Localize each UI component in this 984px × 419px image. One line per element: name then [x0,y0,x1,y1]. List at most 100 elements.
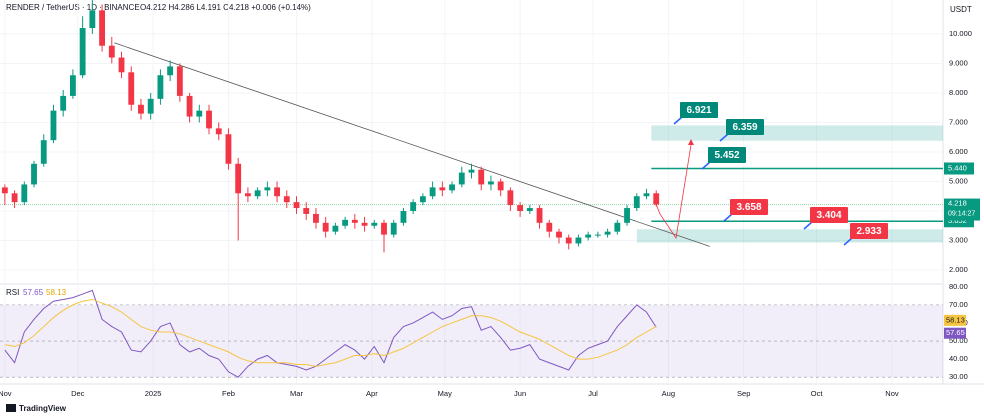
rsi-tag [944,327,966,339]
candle-body [594,234,601,236]
callout-label: 3.404 [816,210,841,221]
y-tick-label: 10.000 [949,29,972,38]
x-tick-label: Jun [514,389,526,398]
countdown: 09:14:27 [948,210,975,217]
candle-body [478,169,485,185]
candle-body [138,104,144,114]
candle-body [458,172,465,185]
candle-body [128,72,135,105]
callout-box [810,207,848,223]
x-tick-label: 2025 [145,389,162,398]
callout-label: 6.359 [732,122,757,133]
y-tick-label: 9.000 [949,58,968,67]
candle-body [390,222,397,235]
x-tick-label: Feb [222,389,235,398]
ohlc: O4.212 H4.286 L4.191 C4.218 +0.006 (+0.1… [140,3,311,12]
trendline [114,42,710,247]
y-tick-label: 6.000 [949,147,968,156]
candle-body [1,187,8,194]
rsi-line [4,298,657,367]
x-tick-label: Dec [71,389,85,398]
candle-body [40,140,47,164]
rsi-tick-label: 40.00 [949,354,968,363]
candle-body [429,187,436,197]
candle-body [381,222,387,235]
candle-body [546,222,553,232]
candle-body [31,163,37,185]
callout-pointer [701,161,711,170]
callout-label: 3.658 [736,202,761,213]
candle-body [313,213,319,223]
brand: TradingView [19,404,67,413]
candle-body [322,222,329,232]
level-tag [944,162,974,175]
x-tick-label: Sep [737,389,750,398]
candle-body [264,187,271,191]
candle-body [468,169,475,173]
candle-body [283,196,290,203]
candle-body [371,222,378,226]
rsi-last: 57.65 [23,288,44,297]
candle-body [99,10,105,46]
candle-body [118,57,125,73]
callout-pointer [843,237,853,246]
zone [651,125,943,141]
callout-box [730,199,768,215]
candle-body [507,190,514,206]
candle-body [653,193,660,205]
candle-body [176,66,183,96]
candle-body [206,110,212,129]
candle-body [225,134,232,164]
candle-body [21,184,28,203]
candle-body [215,128,222,135]
rsi-tick-label: 70.00 [949,300,968,309]
callout-box [850,223,888,239]
candle-body [565,237,572,244]
candle-body [60,95,67,111]
arrow-head [688,139,694,145]
candle-body [167,66,174,76]
candle-body [196,110,203,117]
candle-body [332,225,339,232]
rsi-tick-label: 30.00 [949,372,968,381]
callout-pointer [673,116,683,125]
candle-body [526,208,533,211]
candle-body [351,219,358,223]
x-tick-label: Jul [588,389,598,398]
candle-body [400,210,407,223]
x-tick-label: May [438,389,452,398]
candle-body [147,98,154,114]
candle-body [254,190,261,197]
candle-body [274,187,280,197]
currency: USDT [950,5,972,14]
callout-pointer [723,213,733,222]
last-price-label: 4.218 [948,199,967,208]
last-price-tag [944,198,980,221]
rsi-ma-last: 58.13 [46,288,67,297]
callout-label: 2.933 [856,226,881,237]
candle-body [303,208,310,214]
candle-body [235,163,242,194]
y-tick-label: 8.000 [949,88,968,97]
candle-body [643,193,650,197]
callout-box [726,119,764,135]
rsi-tick-label: 80.00 [949,282,968,291]
projection [655,144,692,240]
candle-body [556,231,562,238]
candle-body [497,181,504,191]
candle-body [89,10,96,29]
rsi-tag [944,314,966,326]
callout-box [680,102,718,118]
candle-body [410,202,417,211]
candle-body [604,231,611,235]
y-tick-label: 3.000 [949,235,968,244]
symbol: RENDER / TetherUS · 1D · BINANCE [6,3,140,12]
candle-body [342,219,349,226]
y-tick-label: 2.000 [949,265,968,274]
candle-body [624,208,630,223]
rsi-tag-label: 58.13 [946,315,965,324]
candle-body [244,193,251,197]
candle-body [419,196,426,203]
y-tick-label: 7.000 [949,117,968,126]
